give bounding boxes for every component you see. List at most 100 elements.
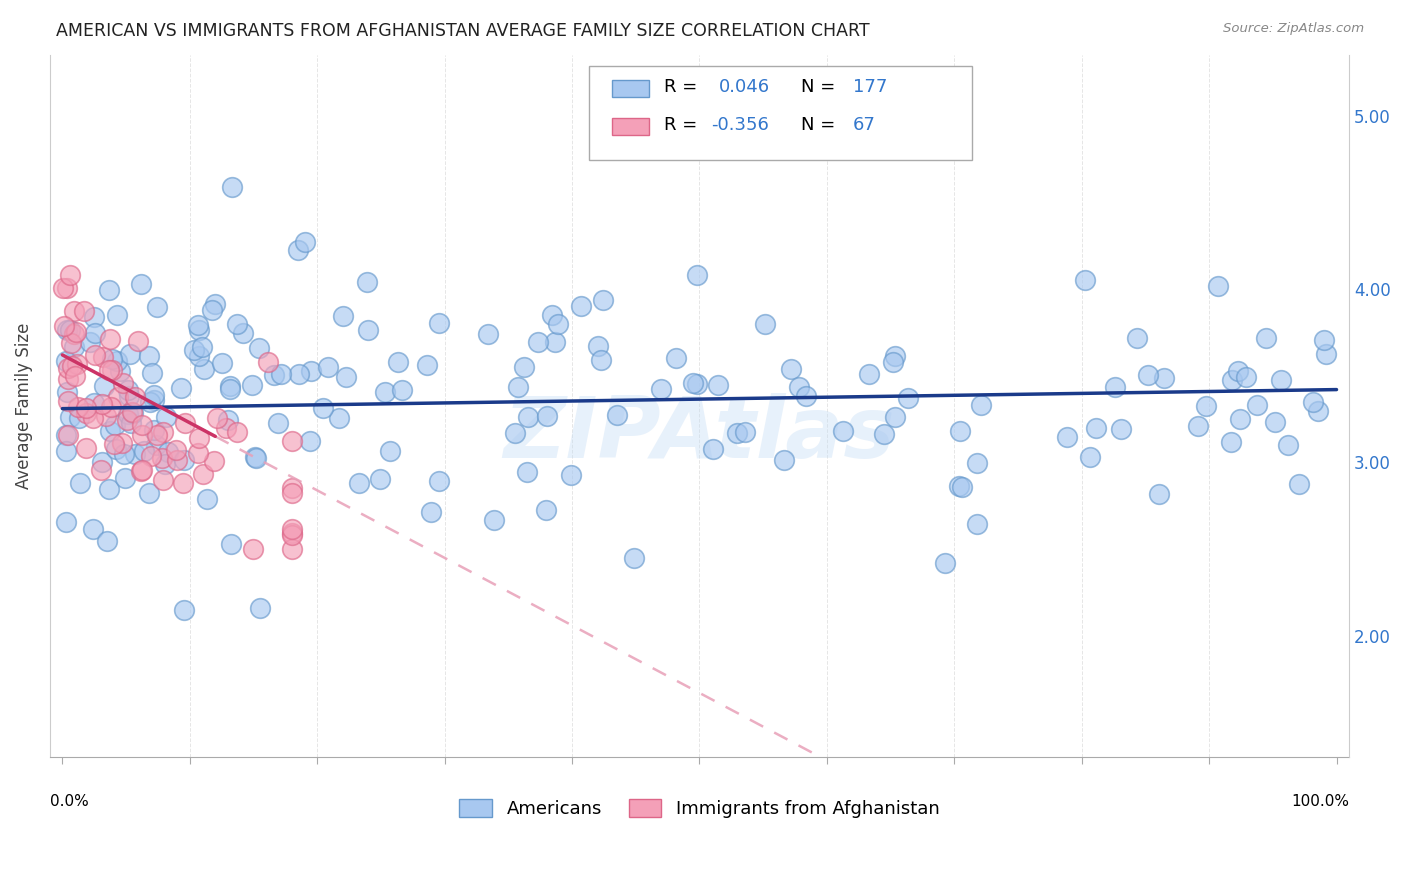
- Point: [686, 268, 709, 282]
- Point: [794, 389, 817, 403]
- Point: [544, 334, 567, 349]
- Point: [356, 275, 378, 289]
- Bar: [613, 119, 648, 136]
- Point: [966, 517, 988, 532]
- Point: [56, 428, 79, 442]
- Text: 0.046: 0.046: [718, 78, 770, 95]
- Point: [111, 376, 134, 391]
- Point: [287, 243, 309, 257]
- Point: [107, 390, 129, 404]
- Text: 177: 177: [853, 78, 887, 95]
- Point: [131, 463, 153, 477]
- FancyBboxPatch shape: [589, 66, 973, 161]
- Point: [754, 317, 776, 331]
- Point: [52, 319, 75, 334]
- Point: [312, 401, 335, 415]
- Point: [1308, 404, 1330, 418]
- Point: [58, 372, 80, 386]
- Point: [288, 367, 311, 381]
- Point: [1126, 331, 1149, 345]
- Point: [63, 368, 86, 383]
- Point: [141, 366, 163, 380]
- Point: [1194, 399, 1216, 413]
- Point: [114, 471, 136, 485]
- Point: [69, 476, 91, 491]
- Point: [131, 277, 153, 291]
- Point: [112, 448, 135, 462]
- Point: [207, 410, 229, 425]
- Point: [111, 436, 134, 450]
- Point: [142, 387, 165, 401]
- Point: [75, 406, 97, 420]
- Point: [1220, 373, 1243, 387]
- Point: [59, 409, 82, 424]
- Point: [606, 408, 628, 422]
- Point: [143, 423, 166, 437]
- Point: [516, 465, 538, 479]
- Point: [101, 352, 124, 367]
- Point: [221, 537, 243, 551]
- Point: [623, 551, 645, 566]
- Text: N =: N =: [801, 116, 841, 135]
- Point: [82, 522, 104, 536]
- Point: [169, 381, 191, 395]
- Point: [108, 364, 131, 378]
- Point: [281, 528, 304, 542]
- Point: [281, 522, 304, 536]
- Point: [142, 392, 165, 407]
- Text: R =: R =: [665, 78, 703, 95]
- Point: [204, 297, 226, 311]
- Point: [1302, 394, 1324, 409]
- Point: [1056, 430, 1078, 444]
- Point: [139, 449, 162, 463]
- Point: [103, 437, 125, 451]
- Point: [131, 418, 153, 433]
- Point: [897, 391, 920, 405]
- Point: [1104, 380, 1126, 394]
- Point: [83, 348, 105, 362]
- Point: [152, 473, 174, 487]
- Text: -0.356: -0.356: [711, 116, 769, 135]
- Point: [1270, 373, 1292, 387]
- Point: [75, 401, 97, 416]
- Point: [734, 425, 756, 440]
- Point: [1074, 273, 1097, 287]
- Point: [55, 427, 77, 442]
- Y-axis label: Average Family Size: Average Family Size: [15, 323, 32, 489]
- Point: [427, 316, 450, 330]
- Point: [948, 479, 970, 493]
- Point: [1136, 368, 1159, 382]
- Point: [145, 300, 167, 314]
- Point: [65, 357, 87, 371]
- Point: [188, 431, 211, 445]
- Point: [56, 281, 79, 295]
- Point: [152, 425, 174, 439]
- Point: [245, 451, 267, 466]
- Point: [138, 395, 160, 409]
- Point: [1084, 421, 1107, 435]
- Point: [103, 418, 125, 433]
- Point: [187, 349, 209, 363]
- Point: [232, 326, 254, 340]
- Point: [1234, 370, 1257, 384]
- Point: [187, 323, 209, 337]
- Point: [281, 485, 304, 500]
- Point: [60, 336, 83, 351]
- Point: [882, 354, 904, 368]
- Point: [281, 541, 304, 556]
- Point: [873, 426, 896, 441]
- Point: [96, 409, 118, 424]
- Point: [97, 283, 120, 297]
- Point: [245, 450, 267, 464]
- Point: [571, 300, 593, 314]
- Point: [183, 343, 205, 357]
- Point: [1147, 487, 1170, 501]
- Point: [145, 438, 167, 452]
- Point: [780, 362, 803, 376]
- Point: [665, 351, 688, 365]
- Point: [93, 351, 115, 365]
- Point: [174, 417, 197, 431]
- Point: [541, 308, 564, 322]
- Point: [79, 335, 101, 350]
- Point: [374, 385, 396, 400]
